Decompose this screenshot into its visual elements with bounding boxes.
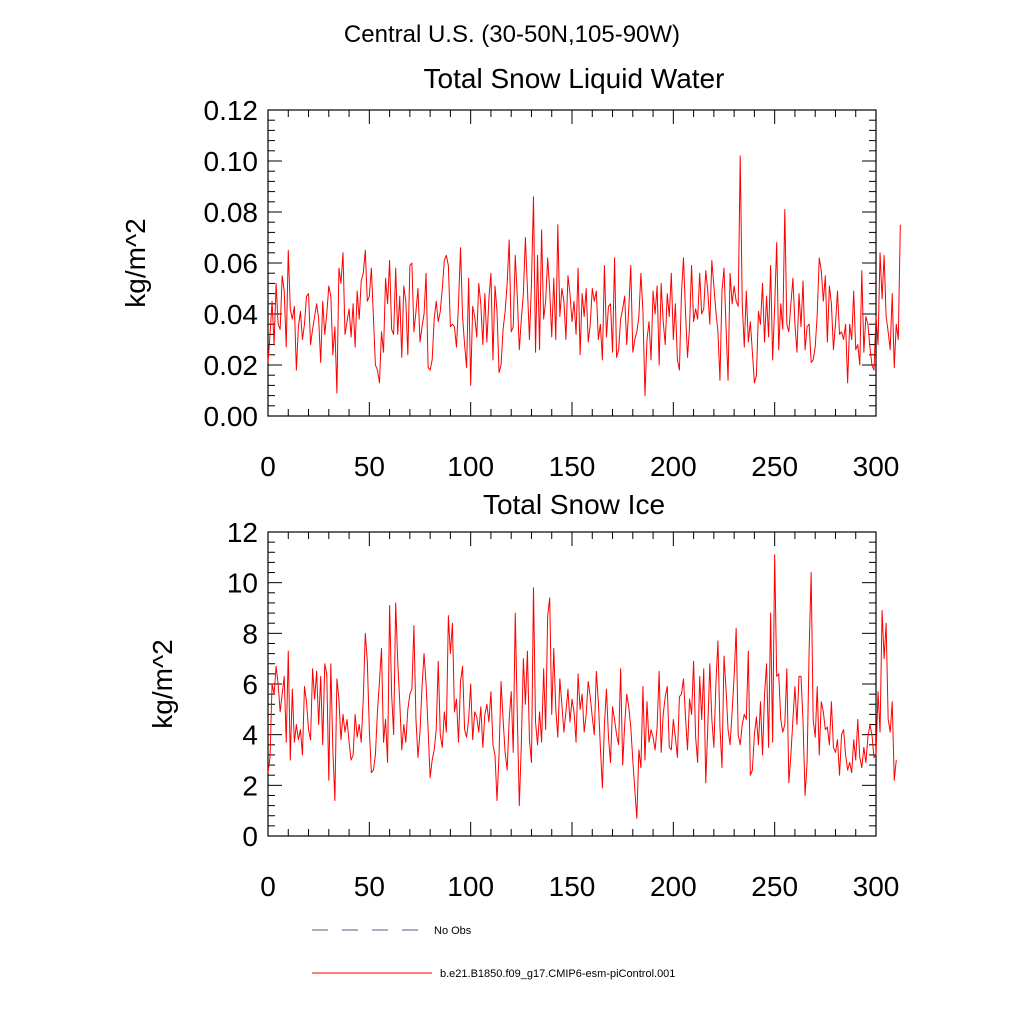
chart2-x-tick-label: 50 [354, 871, 385, 902]
chart1-x-tick-label: 250 [751, 451, 798, 482]
chart-total-snow-liquid-water: Total Snow Liquid Water kg/m^2 0 50 100 150 20… [120, 63, 901, 482]
chart1-x-tick-label: 100 [447, 451, 494, 482]
chart1-x-tick-label: 50 [354, 451, 385, 482]
chart1-y-tick-label: 0.00 [204, 401, 259, 432]
legend-label-model-run: b.e21.B1850.f09_g17.CMIP6-esm-piControl.… [440, 968, 675, 980]
chart2-x-tick-label: 200 [650, 871, 697, 902]
chart2-y-tick-label: 0 [242, 821, 258, 852]
chart2-y-tick-label: 6 [242, 669, 258, 700]
chart2-ylabel: kg/m^2 [147, 639, 178, 728]
legend: No Obs b.e21.B1850.f09_g17.CMIP6-esm-piC… [312, 925, 675, 980]
chart2-x-tick-label: 300 [853, 871, 900, 902]
chart2-y-tick-label: 4 [242, 720, 258, 751]
chart2-x-tick-label: 150 [549, 871, 596, 902]
chart1-y-tick-label: 0.08 [204, 197, 259, 228]
chart1-x-tick-label: 0 [260, 451, 276, 482]
chart1-y-tick-label: 0.04 [204, 299, 259, 330]
chart1-y-tick-label: 0.10 [204, 146, 259, 177]
chart2-series-line-1 [267, 554, 897, 819]
chart1-y-tick-label: 0.02 [204, 350, 259, 381]
chart1-ylabel: kg/m^2 [120, 218, 151, 307]
chart1-x-tick-label: 200 [650, 451, 697, 482]
chart1-plot-frame [267, 109, 877, 417]
chart2-x-tick-label: 0 [260, 871, 276, 902]
chart2-x-tick-label: 100 [447, 871, 494, 902]
legend-label-no-obs: No Obs [434, 925, 472, 937]
chart2-y-tick-label: 12 [227, 517, 258, 548]
chart1-series-line-1 [267, 155, 901, 397]
chart2-y-tick-label: 10 [227, 568, 258, 599]
chart1-x-tick-label: 300 [853, 451, 900, 482]
chart-total-snow-ice: Total Snow Ice kg/m^2 0 50 100 150 200 250 300 0 2… [147, 489, 899, 902]
chart2-plot-frame [267, 531, 877, 837]
chart1-x-tick-label: 150 [549, 451, 596, 482]
chart1-y-tick-label: 0.12 [204, 95, 259, 126]
chart1-y-tick-label: 0.06 [204, 248, 259, 279]
chart2-x-tick-label: 250 [751, 871, 798, 902]
chart2-title: Total Snow Ice [483, 489, 665, 520]
chart2-y-tick-label: 2 [242, 770, 258, 801]
chart1-title: Total Snow Liquid Water [424, 63, 725, 94]
figure-suptitle: Central U.S. (30-50N,105-90W) [344, 21, 680, 48]
chart2-y-tick-label: 8 [242, 618, 258, 649]
